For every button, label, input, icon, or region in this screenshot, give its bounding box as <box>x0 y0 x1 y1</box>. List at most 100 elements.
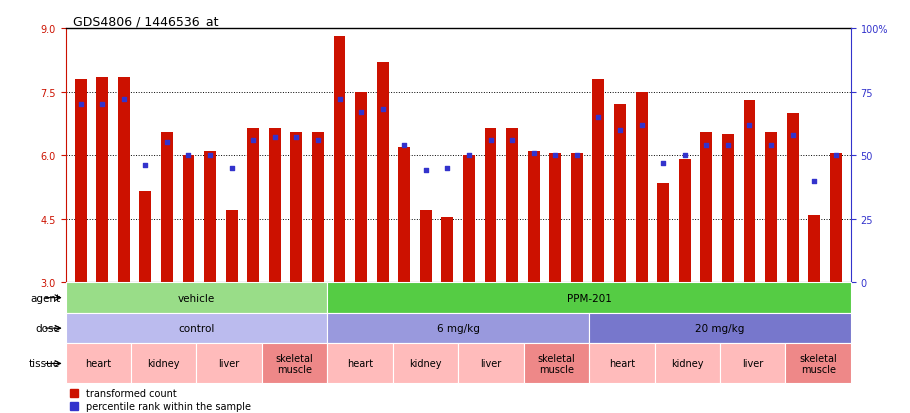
Text: agent: agent <box>30 293 60 303</box>
Point <box>721 142 735 149</box>
Point <box>310 137 325 144</box>
Bar <box>614 105 626 283</box>
Bar <box>636 93 648 283</box>
Bar <box>743 101 755 283</box>
Point <box>548 152 562 159</box>
Bar <box>328 344 393 384</box>
Point <box>419 168 433 174</box>
Bar <box>506 128 518 283</box>
Text: heart: heart <box>347 358 373 368</box>
Bar <box>722 135 733 283</box>
Bar <box>226 211 238 283</box>
Bar <box>66 283 328 313</box>
Point <box>268 135 282 141</box>
Point <box>332 97 347 103</box>
Point <box>246 137 260 144</box>
Text: liver: liver <box>480 358 501 368</box>
Bar <box>161 133 173 283</box>
Text: kidney: kidney <box>410 358 441 368</box>
Bar <box>328 283 851 313</box>
Bar <box>571 154 582 283</box>
Text: heart: heart <box>609 358 635 368</box>
Bar <box>328 313 589 344</box>
Bar <box>523 344 589 384</box>
Point <box>376 107 390 114</box>
Bar <box>765 133 777 283</box>
Text: skeletal
muscle: skeletal muscle <box>799 353 837 374</box>
Text: liver: liver <box>218 358 239 368</box>
Point <box>159 140 174 147</box>
Text: liver: liver <box>742 358 763 368</box>
Point <box>699 142 713 149</box>
Text: skeletal
muscle: skeletal muscle <box>276 353 313 374</box>
Point <box>807 178 822 185</box>
Bar <box>377 63 389 283</box>
Bar <box>131 344 197 384</box>
Text: dose: dose <box>35 323 60 333</box>
Text: PPM-201: PPM-201 <box>567 293 612 303</box>
Point <box>138 163 153 169</box>
Text: kidney: kidney <box>671 358 703 368</box>
Bar <box>785 344 851 384</box>
Bar <box>197 344 262 384</box>
Point <box>743 122 757 129</box>
Bar <box>441 217 453 283</box>
Bar <box>679 160 691 283</box>
Bar <box>262 344 328 384</box>
Point <box>526 150 541 157</box>
Bar <box>589 344 654 384</box>
Point <box>289 135 304 141</box>
Point <box>181 152 196 159</box>
Bar <box>399 147 410 283</box>
Bar <box>458 344 523 384</box>
Bar <box>463 156 475 283</box>
Point <box>763 142 778 149</box>
Point <box>828 152 843 159</box>
Bar <box>786 114 799 283</box>
Text: heart: heart <box>86 358 111 368</box>
Text: control: control <box>178 323 215 333</box>
Bar <box>139 192 151 283</box>
Point <box>592 114 606 121</box>
Text: 6 mg/kg: 6 mg/kg <box>437 323 480 333</box>
Bar <box>592 80 604 283</box>
Point <box>656 160 671 167</box>
Bar <box>720 344 785 384</box>
Point <box>634 122 649 129</box>
Legend: transformed count, percentile rank within the sample: transformed count, percentile rank withi… <box>70 388 251 411</box>
Text: tissue: tissue <box>29 358 60 368</box>
Bar <box>312 133 324 283</box>
Text: GDS4806 / 1446536_at: GDS4806 / 1446536_at <box>74 15 219 28</box>
Point <box>74 102 88 108</box>
Point <box>677 152 692 159</box>
Bar <box>485 128 497 283</box>
Point <box>612 127 627 134</box>
Bar <box>248 128 259 283</box>
Bar <box>96 78 108 283</box>
Point <box>95 102 109 108</box>
Point <box>505 137 520 144</box>
Point <box>116 97 131 103</box>
Bar <box>117 78 130 283</box>
Bar <box>334 37 346 283</box>
Bar <box>355 93 367 283</box>
Bar <box>808 215 820 283</box>
Point <box>440 165 455 172</box>
Point <box>397 142 411 149</box>
Point <box>483 137 498 144</box>
Bar <box>550 154 561 283</box>
Text: vehicle: vehicle <box>177 293 215 303</box>
Bar <box>290 133 302 283</box>
Bar <box>589 313 851 344</box>
Bar <box>268 128 280 283</box>
Bar <box>830 154 842 283</box>
Bar <box>654 344 720 384</box>
Text: kidney: kidney <box>147 358 180 368</box>
Point <box>354 109 369 116</box>
Point <box>203 152 217 159</box>
Bar <box>420 211 431 283</box>
Bar <box>66 344 131 384</box>
Point <box>225 165 239 172</box>
Point <box>785 132 800 139</box>
Bar <box>657 183 669 283</box>
